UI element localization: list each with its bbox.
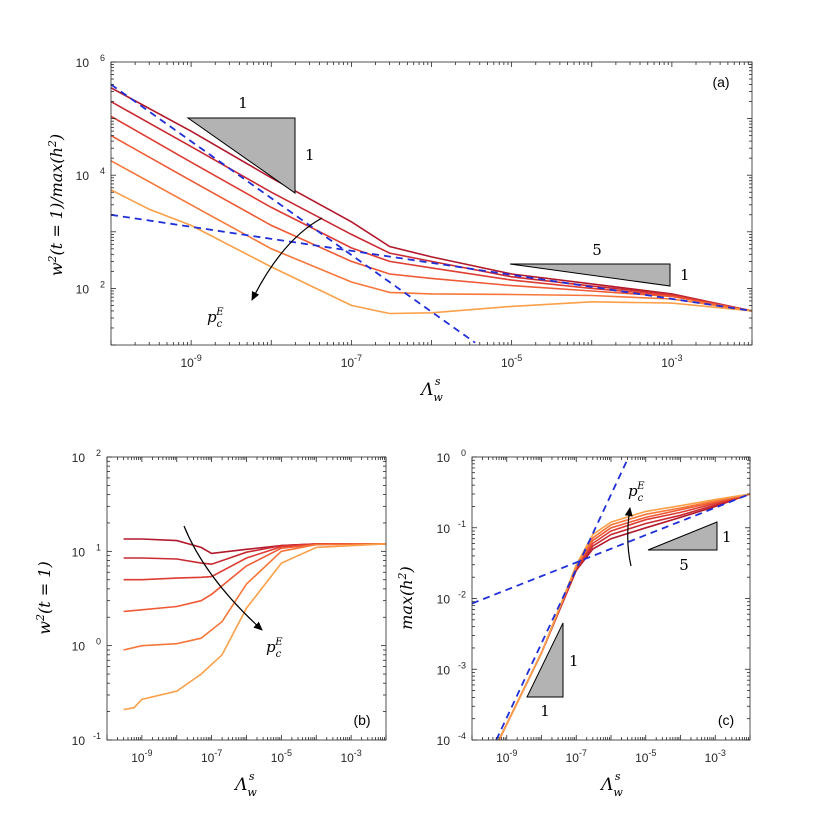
asymptote-slope-one-fifth — [471, 493, 751, 605]
x-tick-label: 10-5 — [271, 748, 292, 765]
y-tick-label: 10 -3 — [437, 660, 466, 677]
x-tick-label: 10-5 — [635, 748, 656, 765]
panel-c-series-6 — [498, 493, 751, 741]
panel-b-ylabel: w2(t = 1) — [34, 561, 54, 634]
slope-triangle-a-2 — [509, 263, 671, 287]
y-tick-label: 10 4 — [76, 166, 105, 183]
y-tick-label: 10 6 — [76, 53, 105, 70]
panel-c-xlabel: Λws — [599, 770, 623, 799]
y-tick-label: 10 -1 — [437, 519, 466, 536]
x-tick-label: 10-5 — [501, 353, 522, 370]
x-tick-label: 10-3 — [661, 353, 682, 370]
slope-triangle-c-1-run: 1 — [540, 702, 550, 720]
panel-b-series-5 — [123, 543, 387, 651]
asymptote-slope-minus-one-fifth — [110, 213, 753, 312]
panel-a-ylabel: w2(t = 1)/max(h2) — [46, 134, 66, 276]
arrow-label-a: pcE — [207, 307, 224, 330]
panel-a-series-1 — [110, 87, 753, 312]
x-tick-label: 10-3 — [340, 748, 361, 765]
panel-a-series-4 — [110, 134, 753, 312]
panel-c-asymptotes — [471, 456, 751, 741]
panel-b-xlabel: Λws — [233, 770, 257, 799]
asymptote-slope-one — [495, 456, 630, 741]
panel-c: 1 1 5 1 pcE 10-9 10-7 10-5 10-3 10-4 10-3 10-2… — [396, 448, 751, 799]
panel-b-label: (b) — [353, 712, 370, 728]
panel-b-series-4 — [123, 543, 387, 613]
panel-c-curves — [498, 493, 751, 741]
y-tick-label: 10 -4 — [437, 731, 466, 748]
trend-arrow-a — [251, 217, 323, 301]
panel-a-asymptotes — [110, 83, 753, 344]
panel-b-curves — [123, 538, 387, 711]
slope-triangle-a-1 — [186, 117, 296, 194]
slope-triangle-c-2-run: 5 — [679, 556, 689, 574]
y-tick-label: 10 2 — [72, 448, 101, 465]
panel-b-series-3 — [123, 543, 386, 581]
panel-a-series-6 — [110, 189, 753, 315]
slope-triangle-a-1-rise: 1 — [305, 146, 315, 164]
slope-triangle-a-2-run: 5 — [592, 241, 602, 259]
x-tick-label: 10-7 — [201, 748, 222, 765]
x-tick-label: 10-9 — [180, 353, 201, 370]
panel-b-series-6 — [123, 543, 387, 711]
y-tick-label: 10 0 — [437, 448, 466, 465]
x-tick-label: 10-7 — [566, 748, 587, 765]
y-tick-label: 10 1 — [72, 542, 101, 559]
asymptote-slope-minus-1 — [110, 83, 476, 344]
y-tick-label: 10 -2 — [437, 590, 466, 607]
x-tick-label: 10-7 — [341, 353, 362, 370]
trend-arrow-c — [624, 507, 633, 567]
x-tick-label: 10-9 — [496, 748, 517, 765]
y-tick-label: 10 0 — [72, 637, 101, 654]
y-tick-label: 10 -1 — [72, 731, 101, 748]
panel-c-ylabel: max(h2) — [396, 566, 416, 630]
slope-triangle-c-1 — [526, 622, 564, 698]
slope-triangle-a-2-rise: 1 — [680, 266, 690, 284]
panel-a-series-5 — [110, 160, 753, 312]
trend-arrow-b — [183, 525, 263, 631]
x-tick-label: 10-9 — [131, 748, 152, 765]
arrow-label-c: pcE — [628, 481, 645, 504]
slope-triangle-c-1-rise: 1 — [569, 652, 579, 670]
slope-triangle-a-1-run: 1 — [238, 94, 248, 112]
panel-a-xlabel: Λws — [419, 375, 443, 404]
arrow-label-b: pcE — [266, 637, 283, 660]
x-tick-label: 10-3 — [705, 748, 726, 765]
y-tick-label: 10 2 — [76, 279, 105, 296]
slope-triangle-c-2 — [647, 521, 718, 551]
panel-a-label: (a) — [712, 74, 729, 90]
panel-a-series-3 — [110, 115, 753, 312]
panel-c-label: (c) — [718, 712, 734, 728]
slope-triangle-c-2-rise: 1 — [722, 528, 732, 546]
panel-c-frame — [471, 456, 751, 741]
